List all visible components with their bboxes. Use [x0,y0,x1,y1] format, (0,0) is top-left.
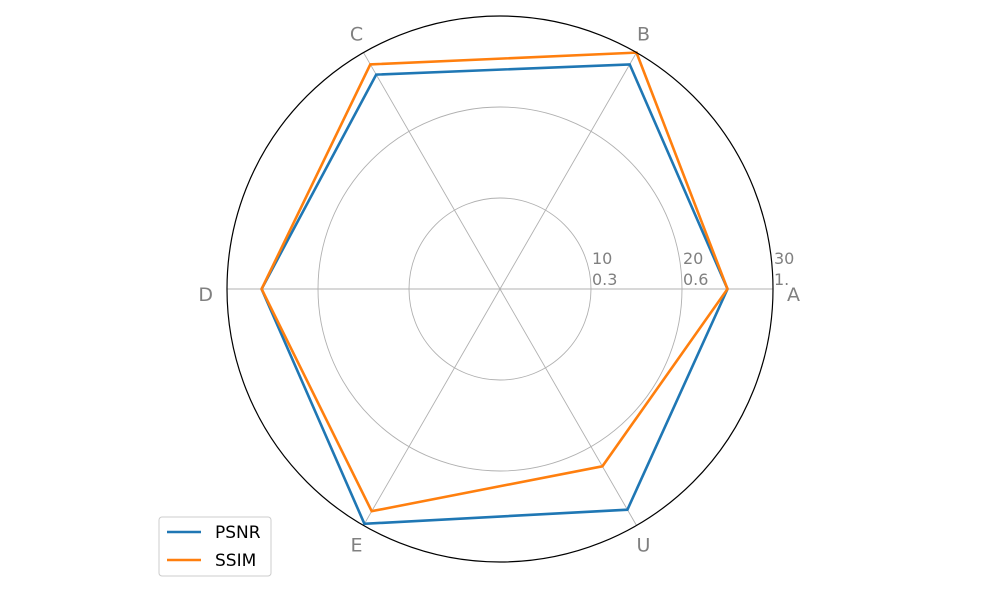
radial-tick-psnr: 20 [683,249,703,268]
category-label: E [350,535,362,557]
radial-tick-ssim: 1. [774,270,789,289]
legend-label-ssim: SSIM [215,551,256,571]
radial-tick-psnr: 10 [592,249,612,268]
radial-tick-psnr: 30 [774,249,794,268]
legend: PSNR SSIM [158,516,272,577]
outer-frame [226,15,774,563]
category-label: B [637,24,650,46]
series-layer [260,51,729,526]
axis-spoke [363,288,501,526]
axis-spoke [499,288,637,526]
axis-spoke [363,52,501,290]
category-label: U [637,535,651,557]
category-label: C [350,24,363,46]
axis-spoke [499,52,637,290]
category-label: D [198,284,213,306]
spoke-layer [227,52,773,526]
series-line-psnr [260,63,729,526]
radial-tick-ssim: 0.6 [683,270,708,289]
tick-layer: 10 0.3 20 0.6 30 1. [592,249,794,289]
category-label: A [787,284,800,306]
radial-tick-ssim: 0.3 [592,270,617,289]
label-layer: A B C D E U [198,24,800,557]
legend-label-psnr: PSNR [215,523,261,543]
